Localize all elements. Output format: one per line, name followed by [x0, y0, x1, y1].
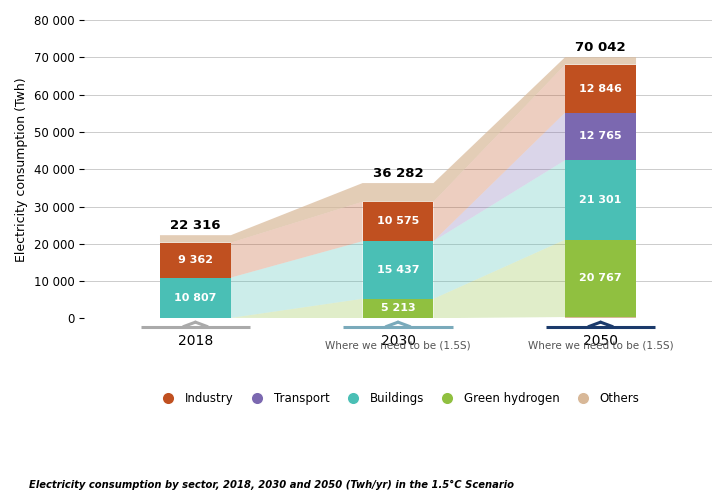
Text: 12 765: 12 765: [579, 131, 622, 141]
Text: 10 807: 10 807: [174, 293, 217, 303]
Bar: [565, 317, 636, 319]
Bar: [363, 241, 433, 299]
Bar: [363, 202, 433, 241]
Text: Electricity consumption by sector, 2018, 2030 and 2050 (Twh/yr) in the 1.5°C Sce: Electricity consumption by sector, 2018,…: [29, 480, 514, 490]
Text: 2050: 2050: [583, 334, 618, 348]
Text: 2030: 2030: [380, 334, 416, 348]
Text: 20 767: 20 767: [579, 273, 622, 283]
Bar: [565, 65, 636, 113]
Text: 2018: 2018: [178, 334, 213, 348]
Polygon shape: [433, 240, 565, 318]
Bar: [363, 299, 433, 318]
Text: 15 437: 15 437: [377, 265, 419, 275]
Text: 10 575: 10 575: [377, 217, 419, 226]
Text: 5 213: 5 213: [381, 303, 415, 314]
Polygon shape: [231, 299, 363, 318]
Bar: [565, 113, 636, 160]
Text: Where we need to be (1.5S): Where we need to be (1.5S): [528, 340, 673, 350]
Polygon shape: [433, 160, 565, 299]
Bar: [565, 160, 636, 240]
Polygon shape: [231, 241, 363, 277]
Polygon shape: [433, 65, 565, 241]
Polygon shape: [433, 113, 565, 241]
Bar: [160, 243, 231, 277]
Text: 12 846: 12 846: [579, 84, 622, 94]
Bar: [565, 240, 636, 317]
Polygon shape: [160, 57, 636, 243]
Text: 70 042: 70 042: [575, 41, 626, 54]
Text: Where we need to be (1.5S): Where we need to be (1.5S): [325, 340, 471, 350]
Text: 36 282: 36 282: [373, 167, 423, 180]
Bar: [160, 277, 231, 318]
Y-axis label: Electricity consumption (Twh): Electricity consumption (Twh): [15, 77, 28, 262]
Polygon shape: [231, 241, 363, 318]
Polygon shape: [231, 202, 363, 277]
Legend: Industry, Transport, Buildings, Green hydrogen, Others: Industry, Transport, Buildings, Green hy…: [152, 387, 644, 410]
Text: 9 362: 9 362: [178, 255, 213, 265]
Text: 21 301: 21 301: [579, 195, 622, 205]
Text: 22 316: 22 316: [170, 219, 221, 232]
